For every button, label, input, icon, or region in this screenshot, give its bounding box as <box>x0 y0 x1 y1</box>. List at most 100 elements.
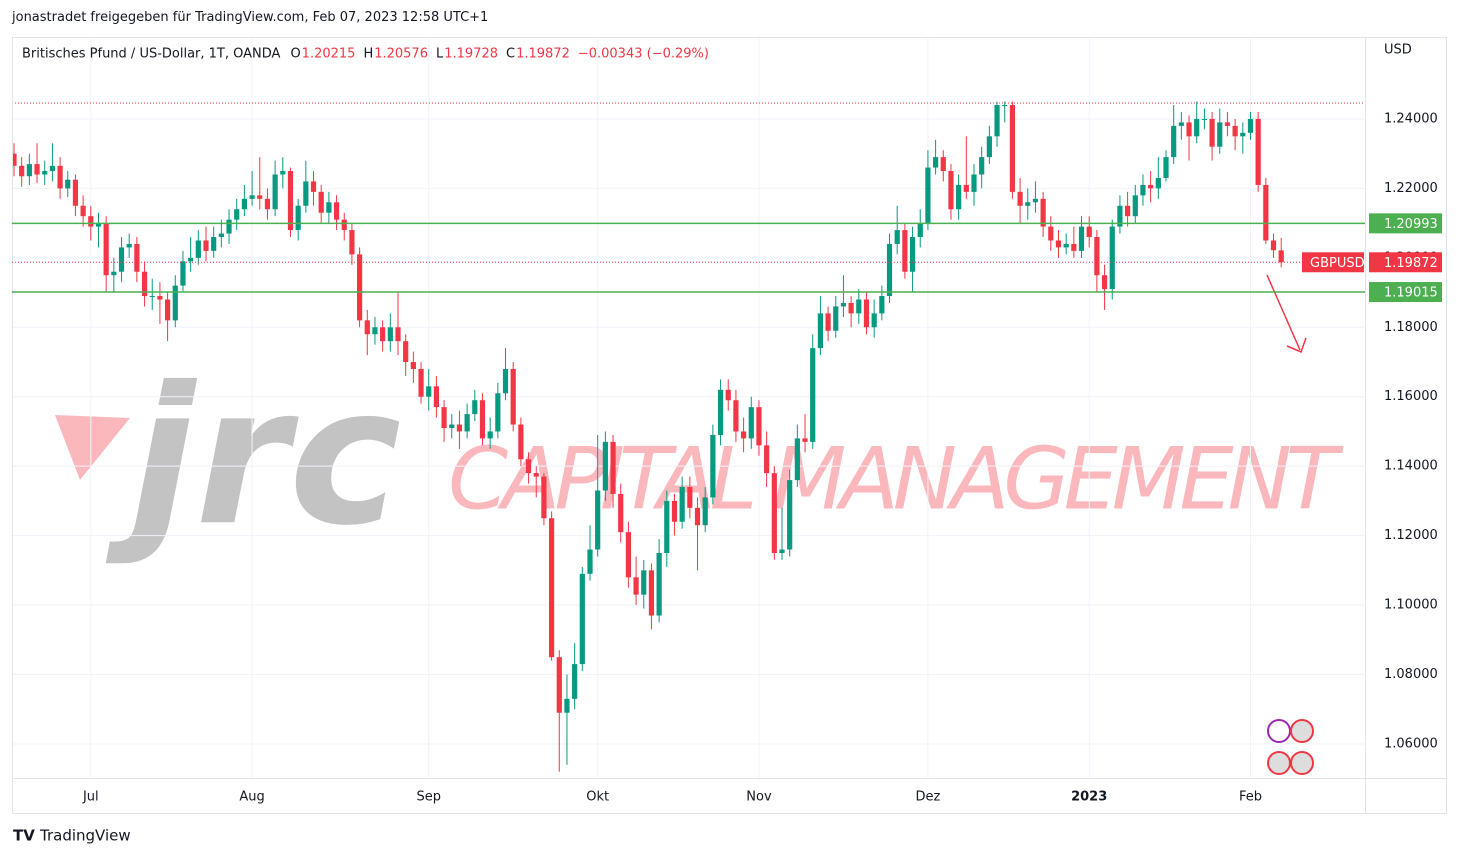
candle-body <box>1148 184 1154 189</box>
candle-body <box>1048 226 1054 241</box>
legend-change: −0.00343 (−0.29%) <box>578 47 709 62</box>
candle-body <box>556 657 562 713</box>
candle-body <box>909 237 916 272</box>
candle-body <box>349 230 355 255</box>
footer-brand: TradingView <box>39 827 131 845</box>
candle-body <box>956 184 962 210</box>
candle-body <box>879 296 885 314</box>
candle-body <box>272 174 278 210</box>
candle-body <box>1025 202 1031 206</box>
candle-body <box>1002 105 1008 107</box>
candle-body <box>702 497 708 526</box>
candle-body <box>1255 118 1261 185</box>
candle-body <box>1209 118 1215 147</box>
candle-body <box>917 223 923 238</box>
candle-body <box>633 577 639 595</box>
candle-body <box>165 299 171 321</box>
level-label-bg <box>1369 213 1442 234</box>
candle-body <box>449 424 455 428</box>
candle-body <box>671 500 678 522</box>
arrow-head <box>1286 337 1307 354</box>
candle-body <box>487 431 493 439</box>
y-tick-label: 1.06000 <box>1384 736 1438 751</box>
candle-body <box>157 296 163 300</box>
x-tick-label: 2023 <box>1071 790 1107 805</box>
plot-area <box>13 38 1365 778</box>
flags <box>1267 719 1314 775</box>
candle-body <box>725 389 731 401</box>
candle-body <box>687 487 693 508</box>
legend-value: 1.19872 <box>516 47 570 62</box>
candle-body <box>49 165 55 172</box>
candle-body <box>1186 122 1192 137</box>
candle-body <box>1270 240 1277 251</box>
icon <box>1290 751 1314 775</box>
candle-body <box>410 362 416 369</box>
candle-body <box>595 490 601 550</box>
candle-body <box>710 434 716 498</box>
candle-body <box>303 181 309 206</box>
x-tick-label: Feb <box>1239 790 1262 805</box>
legend-value: 1.20215 <box>302 47 356 62</box>
candle-body <box>948 171 954 210</box>
legend-key: L <box>436 47 444 62</box>
candle-body <box>502 368 509 394</box>
y-tick-label: 1.24000 <box>1384 111 1438 126</box>
price-label: 1.19872 <box>1384 256 1438 271</box>
candle-body <box>1194 118 1200 137</box>
candle-body <box>1009 105 1015 192</box>
candle-body <box>195 240 201 258</box>
candle-body <box>80 205 86 217</box>
candle-body <box>1163 157 1169 178</box>
candle-body <box>495 393 501 432</box>
candle-body <box>802 438 808 442</box>
candle-body <box>42 171 48 175</box>
candle-body <box>963 184 969 192</box>
candle-body <box>1232 125 1238 137</box>
footer-logo: TV <box>13 827 35 845</box>
candle-body <box>886 243 893 297</box>
candle-body <box>1171 125 1177 158</box>
candle-body <box>380 327 386 342</box>
candle-body <box>172 285 178 321</box>
candle-body <box>1201 118 1207 120</box>
candle-body <box>234 209 240 220</box>
candle-body <box>1278 250 1284 263</box>
watermark-logo: jrc <box>105 346 401 567</box>
candle-body <box>264 198 271 210</box>
candle-body <box>717 389 724 435</box>
candle-body <box>280 171 286 175</box>
level-label: 1.19015 <box>1384 286 1438 301</box>
candle-body <box>95 223 102 227</box>
candle-body <box>787 480 793 550</box>
candle-body <box>1263 184 1269 241</box>
candle-body <box>249 195 255 199</box>
candle-body <box>1078 226 1085 251</box>
legend-key: H <box>363 47 373 62</box>
candle-body <box>1017 191 1023 206</box>
candle-body <box>656 552 662 616</box>
candle-body <box>464 414 470 432</box>
candle-body <box>564 698 570 713</box>
candle-body <box>403 341 409 363</box>
legend-key: O <box>290 47 300 62</box>
candle-body <box>1140 184 1146 196</box>
candle-body <box>426 386 432 397</box>
candle-body <box>257 195 263 199</box>
candle-body <box>579 573 585 665</box>
candle-body <box>825 313 831 331</box>
y-tick-label: 1.18000 <box>1384 320 1438 335</box>
icon <box>1290 719 1314 743</box>
chart-frame <box>12 37 1447 814</box>
candle-body <box>971 174 977 192</box>
candle-body <box>525 459 532 474</box>
symbol-legend: Britisches Pfund / US-Dollar, 1T, OANDA <box>22 47 281 62</box>
candle-body <box>625 532 631 578</box>
currency: USD <box>1384 43 1412 58</box>
candle-body <box>1055 240 1062 248</box>
x-tick-label: Sep <box>416 790 441 805</box>
candle-body <box>664 500 670 553</box>
candle-body <box>817 313 823 349</box>
candle-body <box>141 271 148 297</box>
